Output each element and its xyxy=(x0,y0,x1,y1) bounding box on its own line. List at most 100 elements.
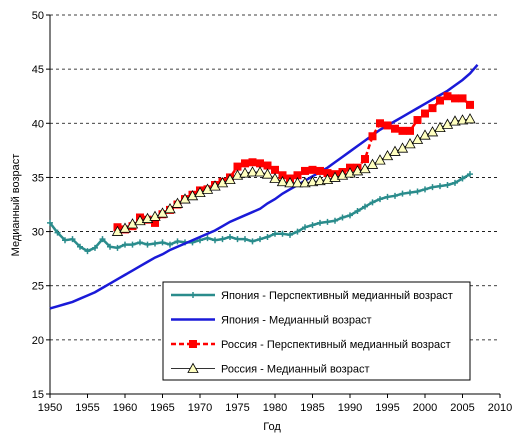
marker xyxy=(257,236,263,243)
marker xyxy=(419,129,431,140)
marker xyxy=(219,236,226,243)
marker xyxy=(256,159,264,168)
marker xyxy=(302,224,308,231)
marker xyxy=(241,159,249,168)
x-tick-label: 1990 xyxy=(338,402,362,414)
marker xyxy=(407,189,413,196)
marker xyxy=(392,192,398,199)
marker xyxy=(201,183,214,194)
marker xyxy=(254,166,266,177)
marker xyxy=(414,188,421,195)
x-tick-label: 1980 xyxy=(263,402,287,414)
marker xyxy=(264,233,271,240)
marker xyxy=(242,236,248,243)
marker xyxy=(317,219,323,226)
x-tick-label: 1960 xyxy=(113,402,137,414)
marker xyxy=(47,219,53,226)
marker xyxy=(234,236,241,243)
marker xyxy=(362,203,368,210)
marker xyxy=(301,166,309,175)
marker xyxy=(434,121,446,133)
y-tick-label: 50 xyxy=(32,10,44,22)
marker xyxy=(159,239,166,246)
marker xyxy=(248,158,257,167)
marker xyxy=(361,155,369,164)
marker xyxy=(204,235,211,242)
marker xyxy=(467,171,473,178)
marker xyxy=(167,241,173,248)
marker xyxy=(84,248,91,255)
marker xyxy=(129,241,136,248)
x-tick-label: 1950 xyxy=(38,402,62,414)
marker xyxy=(347,212,353,219)
marker xyxy=(294,228,301,235)
marker xyxy=(216,177,229,188)
marker xyxy=(314,174,326,186)
marker xyxy=(368,132,377,141)
marker xyxy=(437,183,443,190)
y-tick-label: 20 xyxy=(32,335,44,347)
marker xyxy=(69,236,76,243)
y-tick-label: 45 xyxy=(32,64,44,76)
marker xyxy=(376,119,384,128)
marker xyxy=(261,168,274,179)
x-tick-label: 2005 xyxy=(450,402,474,414)
x-tick-label: 1970 xyxy=(188,402,212,414)
marker xyxy=(174,238,181,245)
marker xyxy=(77,243,83,250)
marker xyxy=(54,229,61,236)
legend-label: Япония - Медианный возраст xyxy=(221,315,372,327)
marker xyxy=(144,241,151,248)
marker xyxy=(451,94,459,103)
marker xyxy=(126,218,139,229)
marker xyxy=(186,190,199,201)
marker xyxy=(309,222,316,229)
marker xyxy=(332,217,338,224)
marker xyxy=(233,162,242,171)
marker xyxy=(293,171,302,180)
marker xyxy=(444,182,451,189)
marker xyxy=(291,177,304,188)
marker xyxy=(398,126,407,135)
legend-marker xyxy=(189,340,197,348)
marker xyxy=(227,233,233,240)
marker xyxy=(377,196,383,203)
x-tick-label: 1985 xyxy=(300,402,324,414)
marker xyxy=(466,100,474,109)
x-tick-label: 1995 xyxy=(375,402,399,414)
x-tick-label: 2000 xyxy=(413,402,437,414)
marker xyxy=(62,237,68,244)
marker xyxy=(391,124,399,133)
marker xyxy=(99,236,106,243)
marker xyxy=(458,94,467,103)
marker xyxy=(287,231,293,238)
marker xyxy=(354,207,361,214)
marker xyxy=(137,239,143,246)
marker xyxy=(271,165,279,174)
marker xyxy=(164,203,176,214)
marker xyxy=(389,145,401,156)
marker xyxy=(299,177,311,188)
y-tick-label: 40 xyxy=(32,118,44,130)
marker xyxy=(107,243,113,250)
series-line xyxy=(49,63,479,310)
legend-box xyxy=(162,281,471,381)
marker xyxy=(323,169,332,178)
x-axis-label: Год xyxy=(263,421,281,433)
x-tick-label: 1965 xyxy=(150,402,174,414)
marker xyxy=(384,193,391,200)
marker xyxy=(114,244,121,251)
marker xyxy=(284,177,296,188)
y-tick-label: 30 xyxy=(32,227,44,239)
legend-label: Япония - Перспективный медианный возраст xyxy=(221,290,453,302)
marker xyxy=(194,186,206,197)
marker xyxy=(316,166,324,175)
marker xyxy=(212,237,218,244)
y-tick-label: 25 xyxy=(32,281,44,293)
marker xyxy=(464,113,476,124)
marker xyxy=(339,214,346,221)
x-tick-label: 2010 xyxy=(488,402,512,414)
marker xyxy=(122,241,128,248)
marker xyxy=(413,116,422,125)
marker xyxy=(152,240,158,247)
